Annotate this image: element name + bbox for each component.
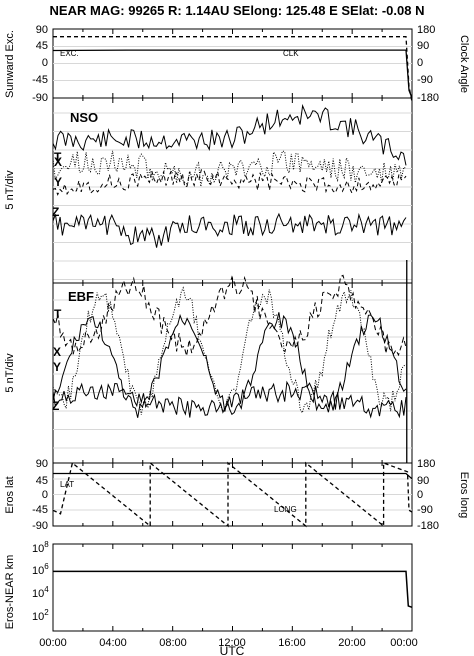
- sunward-right-ticks: 180 90 0 -90 -180: [417, 24, 439, 104]
- eros-right-ticks: 180 90 0 -90 -180: [417, 458, 439, 532]
- nso-t-trace: [52, 103, 407, 166]
- dist-tick-1e8: 108: [32, 540, 49, 555]
- x-tick-label-6: 00:00: [390, 637, 418, 649]
- long-trace: [52, 461, 413, 528]
- clock-tick-m90: -90: [417, 74, 433, 86]
- clock-tick-m180: -180: [417, 92, 439, 104]
- ebf-y-trace: [52, 312, 407, 418]
- lat-tick-45: 45: [36, 475, 48, 487]
- exc-label: EXC.: [60, 49, 79, 58]
- lat-tick-m45: -45: [32, 504, 48, 516]
- eros-lat-ylabel: Eros lat: [4, 476, 16, 513]
- long-tick-m180: -180: [417, 520, 439, 532]
- lat-tick-0: 0: [42, 489, 48, 501]
- nso-z-label: Z: [52, 205, 59, 219]
- ebf-x-trace: [52, 286, 407, 415]
- dist-tick-1e2: 102: [32, 608, 49, 623]
- sunward-ylabel: Sunward Exc.: [4, 30, 16, 98]
- exc-trace: [52, 49, 413, 99]
- clk-trace: [53, 36, 413, 102]
- nso-ylabel: 5 nT/div: [4, 170, 16, 210]
- clock-tick-0: 0: [417, 57, 423, 69]
- distance-ylabel: Eros-NEAR km: [4, 555, 16, 630]
- sunward-left-ticks: 90 45 0 -45 -90: [32, 24, 48, 104]
- x-tick-label-2: 08:00: [159, 637, 187, 649]
- sunward-tick-0: 0: [42, 57, 48, 69]
- eros-left-ticks: 90 45 0 -45 -90: [32, 458, 48, 532]
- x-ticks: [52, 29, 413, 631]
- ebf-label: EBF: [68, 289, 94, 304]
- long-tick-180: 180: [417, 458, 435, 470]
- x-tick-label-1: 04:00: [99, 637, 127, 649]
- lat-trace: [53, 472, 413, 480]
- nso-y-label: Y: [54, 175, 62, 189]
- ebf-x-label: X: [53, 345, 61, 359]
- nso-y-trace: [52, 169, 407, 196]
- distance-panel-frame: [52, 543, 413, 632]
- ebf-t-trace: [52, 274, 407, 357]
- data-traces: [52, 36, 413, 609]
- nso-x-trace: [52, 150, 407, 187]
- clk-label: CLK: [283, 49, 299, 58]
- grid-lines: [53, 46, 412, 511]
- ebf-y-label: Y: [53, 360, 61, 374]
- sunward-tick-90: 90: [36, 24, 48, 36]
- dist-tick-1e4: 104: [32, 585, 49, 600]
- x-axis-label: UTC: [220, 644, 245, 656]
- clock-tick-90: 90: [417, 40, 429, 52]
- ebf-ylabel: 5 nT/div: [4, 353, 16, 393]
- lat-label: LAT: [60, 480, 74, 489]
- sunward-tick-m90: -90: [32, 92, 48, 104]
- ebf-t-label: T: [54, 307, 62, 321]
- long-tick-90: 90: [417, 475, 429, 487]
- sunward-tick-45: 45: [36, 40, 48, 52]
- sunward-tick-m45: -45: [32, 74, 48, 86]
- lat-tick-m90: -90: [32, 520, 48, 532]
- clock-tick-180: 180: [417, 24, 435, 36]
- figure-title: NEAR MAG: 99265 R: 1.14AU SElong: 125.48…: [50, 3, 425, 18]
- long-tick-0: 0: [417, 489, 423, 501]
- nso-panel-frame: [52, 97, 413, 284]
- nso-x-label: X: [54, 155, 62, 169]
- nso-z-trace: [52, 212, 407, 248]
- long-label: LONG: [274, 505, 297, 514]
- distance-trace: [53, 570, 413, 609]
- long-tick-m90: -90: [417, 504, 433, 516]
- clock-ylabel: Clock Angle: [458, 35, 470, 93]
- x-tick-label-3: 12:00: [218, 637, 246, 649]
- dist-tick-1e6: 106: [32, 562, 49, 577]
- eros-long-ylabel: Eros long: [458, 472, 470, 518]
- nso-label: NSO: [70, 110, 98, 125]
- x-tick-label-5: 20:00: [338, 637, 366, 649]
- x-tick-label-4: 16:00: [278, 637, 306, 649]
- nso-t-label: T: [54, 150, 62, 164]
- ebf-z-trace: [52, 380, 407, 419]
- x-tick-label-0: 00:00: [39, 637, 67, 649]
- ebf-z-label: Z: [52, 399, 59, 413]
- ebf-panel-frame: [52, 282, 413, 464]
- lat-tick-90: 90: [36, 458, 48, 470]
- x-tick-labels: 00:00 04:00 08:00 12:00 16:00 20:00 00:0…: [39, 637, 418, 649]
